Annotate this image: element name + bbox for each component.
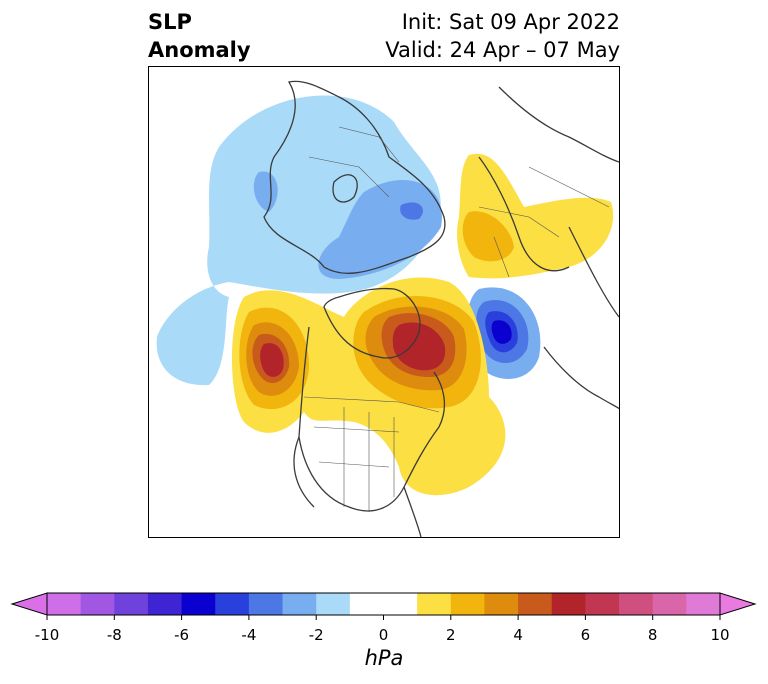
title-line-slp: SLP	[148, 10, 192, 34]
forecast-dates: Init: Sat 09 Apr 2022 Valid: 24 Apr – 07…	[385, 8, 620, 64]
colorbar-tick-label: 0	[378, 626, 389, 644]
colorbar-tick-label: 10	[710, 626, 730, 644]
colorbar-bin	[114, 593, 149, 615]
colorbar-bin	[349, 593, 418, 615]
colorbar-unit-label: hPa	[364, 646, 404, 670]
init-date-label: Init: Sat 09 Apr 2022	[401, 10, 620, 34]
political-borders	[303, 126, 610, 512]
colorbar-tick-label: -4	[241, 626, 257, 644]
colorbar-tick-label: 4	[513, 626, 523, 644]
colorbar-tick-label: -8	[106, 626, 122, 644]
colorbar-bin	[686, 593, 721, 615]
negative-anomaly-region	[400, 202, 423, 220]
colorbar-bin	[248, 593, 284, 615]
colorbar-bins	[47, 593, 721, 615]
colorbar-tick-label: -2	[308, 626, 324, 644]
negative-anomaly-region	[253, 171, 278, 212]
colorbar-extend-low	[10, 592, 48, 616]
positive-anomaly-region	[462, 211, 514, 262]
colorbar-bin	[619, 593, 654, 615]
colorbar-tick-label: -10	[34, 626, 60, 644]
colorbar-bin	[518, 593, 553, 615]
colorbar-bin	[551, 593, 586, 615]
slp-anomaly-map	[148, 66, 620, 538]
coastline-lines	[263, 80, 619, 537]
colorbar-bin	[215, 593, 250, 615]
colorbar-tick-label: 2	[446, 626, 456, 644]
positive-anomaly-region	[392, 322, 446, 371]
colorbar-bin	[484, 593, 519, 615]
colorbar-bin	[80, 593, 115, 615]
colorbar-bin	[417, 593, 452, 615]
colorbar-bin	[316, 593, 351, 615]
colorbar-extend-high	[719, 592, 757, 616]
colorbar-bin	[147, 593, 183, 615]
map-canvas	[156, 80, 619, 537]
colorbar-bin	[450, 593, 485, 615]
colorbar-bin	[652, 593, 687, 615]
colorbar-tick-label: 8	[647, 626, 658, 644]
negative-anomaly-region	[491, 320, 512, 344]
title-line-anomaly: Anomaly	[148, 38, 251, 62]
valid-range-label: Valid: 24 Apr – 07 May	[385, 38, 620, 62]
map-title: SLP Anomaly	[148, 8, 251, 64]
colorbar-tick-label: 6	[580, 626, 591, 644]
colorbar-ticks	[46, 615, 721, 620]
colorbar-bin	[181, 593, 216, 615]
colorbar	[10, 592, 757, 620]
colorbar-tick-label: -6	[174, 626, 190, 644]
negative-anomaly-region	[156, 95, 441, 386]
colorbar-bin	[282, 593, 317, 615]
colorbar-bin	[47, 593, 82, 615]
colorbar-bin	[585, 593, 620, 615]
positive-anomaly-region	[260, 343, 284, 377]
